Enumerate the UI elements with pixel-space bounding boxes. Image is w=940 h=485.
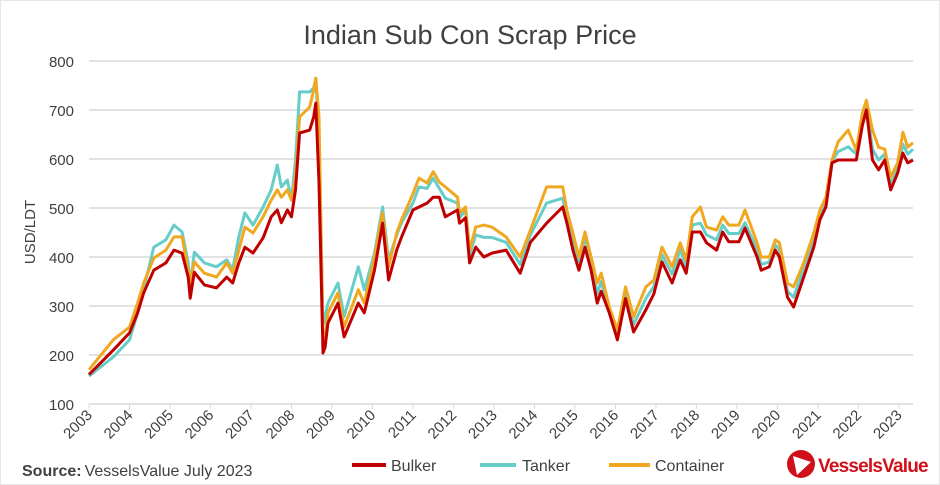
y-tick-label: 400 <box>49 250 74 267</box>
x-tick-label: 2004 <box>101 407 137 443</box>
vesselsvalue-logo: VesselsValue <box>787 450 929 478</box>
x-tick-label: 2006 <box>182 407 218 443</box>
logo-text: VesselsValue <box>818 456 928 477</box>
series-line-tanker <box>88 76 915 378</box>
legend-label-tanker: Tanker <box>522 458 571 475</box>
x-tick-label: 2007 <box>222 407 258 443</box>
x-tick-label: 2014 <box>506 407 542 443</box>
x-tick-label: 2022 <box>830 407 866 443</box>
x-tick-label: 2017 <box>627 407 663 443</box>
series-line-bulker <box>87 101 914 376</box>
y-tick-label: 300 <box>49 299 74 316</box>
x-tick-label: 2010 <box>344 407 380 443</box>
x-tick-label: 2020 <box>749 407 785 443</box>
series-line-container <box>87 76 914 371</box>
y-axis-label: USD/LDT <box>22 200 39 264</box>
x-tick-label: 2019 <box>708 407 744 443</box>
x-tick-label: 2016 <box>587 407 623 443</box>
chart-title: Indian Sub Con Scrap Price <box>303 20 636 50</box>
y-tick-label: 700 <box>49 103 74 120</box>
x-tick-label: 2021 <box>789 407 825 443</box>
x-tick-label: 2008 <box>263 407 299 443</box>
legend: Bulker Tanker Container <box>352 458 725 475</box>
y-tick-label: 100 <box>49 397 74 414</box>
source-label: Source: <box>22 463 82 480</box>
y-tick-label: 800 <box>49 54 74 71</box>
x-tick-label: 2023 <box>870 407 906 443</box>
x-tick-label: 2018 <box>668 407 704 443</box>
x-tick-label: 2005 <box>141 407 177 443</box>
source-text: VesselsValue July 2023 <box>85 463 253 480</box>
legend-label-bulker: Bulker <box>391 458 437 475</box>
y-tick-label: 200 <box>49 348 74 365</box>
x-tick-label: 2012 <box>425 407 461 443</box>
y-tick-label: 500 <box>49 201 74 218</box>
x-tick-label: 2013 <box>465 407 501 443</box>
x-tick-label: 2009 <box>303 407 339 443</box>
source-note: Source: VesselsValue July 2023 <box>22 463 252 480</box>
x-tick-label: 2015 <box>546 407 582 443</box>
y-tick-label: 600 <box>49 152 74 169</box>
x-tick-label: 2011 <box>385 407 420 442</box>
legend-label-container: Container <box>655 458 725 475</box>
